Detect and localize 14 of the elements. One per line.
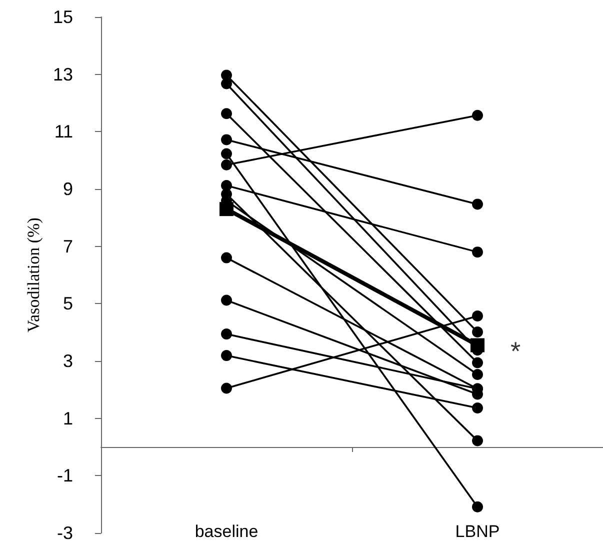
y-tick-label: -1 [56, 466, 73, 486]
y-tick-label: 1 [62, 408, 73, 428]
y-tick-label: 15 [52, 7, 73, 27]
y-tick-label: 7 [62, 236, 73, 256]
annotation: * [510, 336, 521, 366]
x-tick-label: LBNP [455, 522, 500, 541]
y-tick-label: 3 [62, 351, 73, 371]
y-axis-title: Vasodilation (%) [24, 218, 44, 332]
y-tick-label: 13 [52, 64, 73, 84]
y-tick-label: 11 [54, 122, 73, 142]
y-tick-label: 9 [62, 179, 73, 199]
y-tick-label: 5 [62, 294, 73, 314]
y-tick-label: -3 [56, 523, 73, 543]
x-tick-label: baseline [194, 522, 258, 541]
